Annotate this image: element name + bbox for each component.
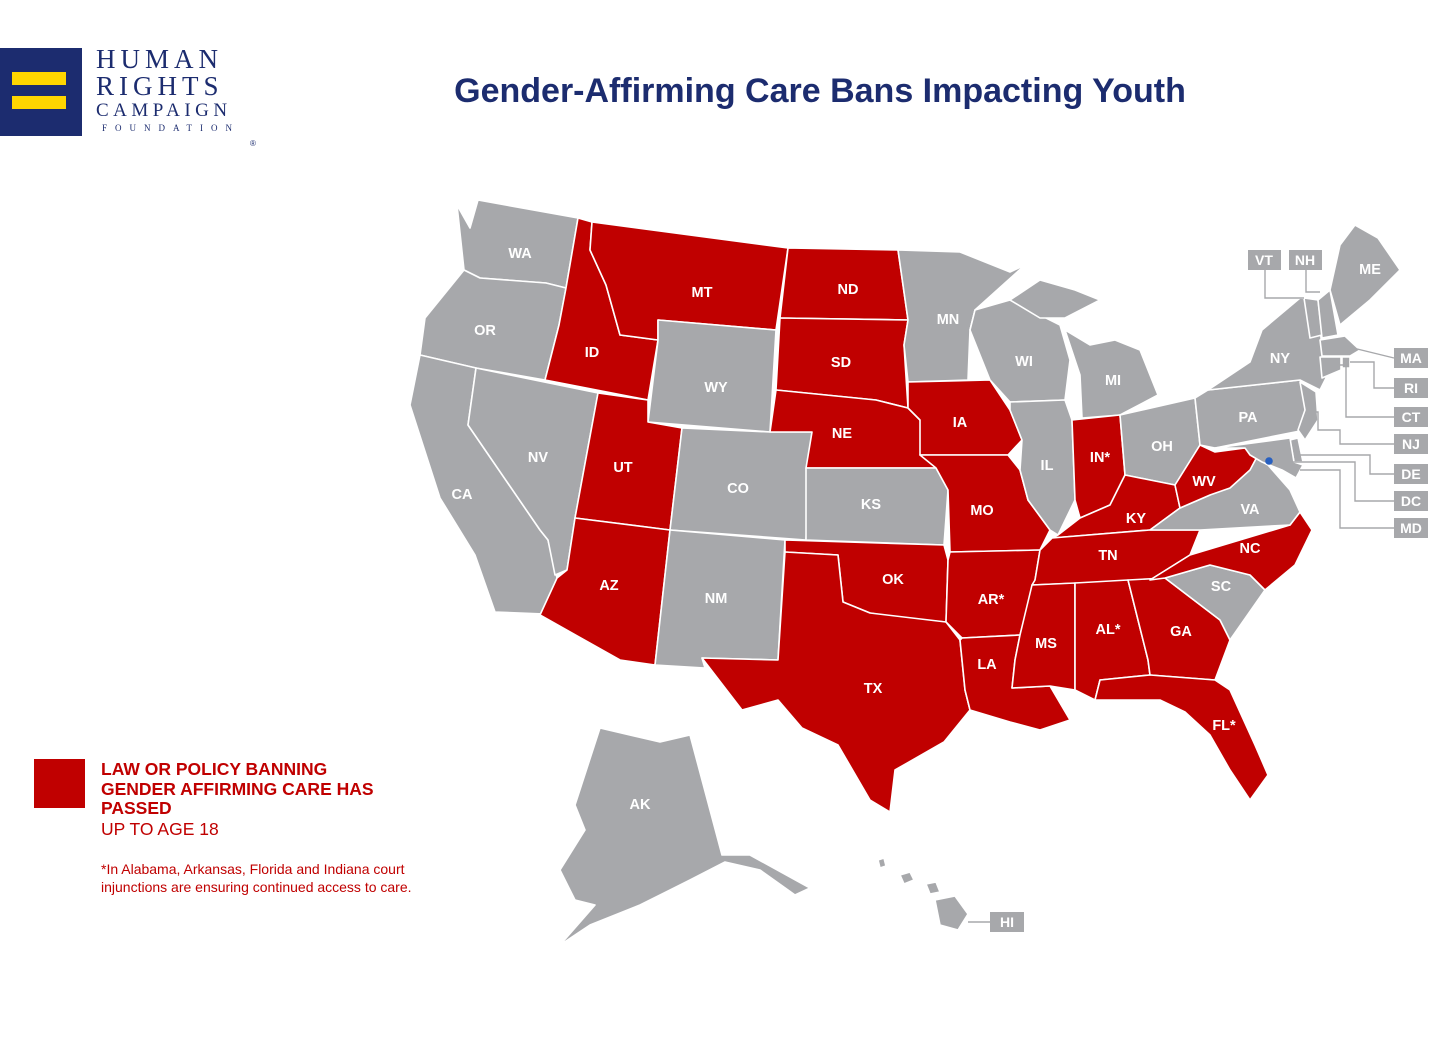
label-WV: WV	[1192, 474, 1216, 490]
label-SC: SC	[1211, 579, 1232, 595]
callout-box-NJ[interactable]	[1394, 434, 1428, 454]
page-title: Gender-Affirming Care Bans Impacting You…	[454, 72, 1186, 110]
footnote: *In Alabama, Arkansas, Florida and India…	[101, 861, 412, 895]
callout-label-DC: DC	[1401, 493, 1421, 509]
label-MI: MI	[1105, 373, 1121, 389]
label-NM: NM	[705, 591, 728, 607]
callout-box-CT[interactable]	[1394, 407, 1428, 427]
callout-box-MA[interactable]	[1394, 348, 1428, 368]
callout-label-NJ: NJ	[1402, 436, 1420, 452]
state-HI[interactable]	[877, 857, 969, 931]
state-MO[interactable]	[919, 454, 1051, 553]
state-NH[interactable]	[1317, 289, 1339, 339]
label-ID: ID	[585, 345, 600, 361]
callout-label-MA: MA	[1400, 350, 1422, 366]
callout-label-DE: DE	[1401, 466, 1420, 482]
label-IL: IL	[1041, 458, 1054, 474]
label-OK: OK	[882, 572, 904, 588]
label-FL: FL*	[1212, 718, 1236, 734]
logo-line-human: HUMAN	[96, 44, 224, 74]
northeast-callouts: VT NH MA RI CT NJ DE DC MD HI	[968, 250, 1428, 932]
label-WA: WA	[508, 246, 532, 262]
label-NE: NE	[832, 426, 852, 442]
logo-line-campaign: CAMPAIGN	[96, 100, 232, 121]
dc-marker	[1265, 457, 1273, 465]
label-KS: KS	[861, 497, 881, 513]
label-MO: MO	[970, 503, 993, 519]
callout-box-DC[interactable]	[1394, 491, 1428, 511]
label-TX: TX	[864, 681, 883, 697]
label-AR: AR*	[978, 592, 1005, 608]
label-TN: TN	[1098, 548, 1117, 564]
legend-label: LAW OR POLICY BANNING GENDER AFFIRMING C…	[101, 759, 374, 818]
label-GA: GA	[1170, 624, 1192, 640]
legend-sublabel: UP TO AGE 18	[101, 818, 219, 839]
callout-label-NH: NH	[1295, 252, 1315, 268]
logo-line-rights: RIGHTS	[96, 71, 224, 101]
callout-label-CT: CT	[1402, 409, 1421, 425]
legend: LAW OR POLICY BANNING GENDER AFFIRMING C…	[101, 759, 391, 840]
callout-box-VT[interactable]	[1248, 250, 1281, 270]
label-PA: PA	[1238, 410, 1258, 426]
label-IA: IA	[953, 415, 968, 431]
state-FL[interactable]	[1094, 674, 1269, 801]
equal-sign-bottom-bar	[12, 96, 66, 109]
label-MN: MN	[937, 312, 960, 328]
callout-box-HI[interactable]	[990, 912, 1024, 932]
callout-label-MD: MD	[1400, 520, 1422, 536]
state-MD[interactable]	[1214, 437, 1304, 479]
state-NJ[interactable]	[1297, 381, 1319, 441]
callout-label-HI: HI	[1000, 914, 1014, 930]
label-UT: UT	[613, 460, 632, 476]
label-NC: NC	[1240, 541, 1261, 557]
label-SD: SD	[831, 355, 851, 371]
state-NC[interactable]	[1149, 511, 1313, 591]
state-IL[interactable]	[1009, 399, 1076, 536]
label-CA: CA	[452, 487, 473, 503]
state-AK[interactable]	[559, 727, 811, 946]
callout-box-MD[interactable]	[1394, 518, 1428, 538]
legend-swatch	[34, 759, 85, 808]
callout-label-VT: VT	[1255, 252, 1273, 268]
label-MT: MT	[692, 285, 713, 301]
equal-sign-top-bar	[12, 72, 66, 85]
label-IN: IN*	[1090, 450, 1111, 466]
label-CO: CO	[727, 481, 749, 497]
label-OH: OH	[1151, 439, 1173, 455]
state-CT[interactable]	[1319, 356, 1342, 379]
label-MS: MS	[1035, 636, 1057, 652]
label-AL: AL*	[1096, 622, 1121, 638]
registered-mark: ®	[250, 139, 256, 148]
label-AZ: AZ	[599, 578, 618, 594]
label-NV: NV	[528, 450, 548, 466]
state-WY[interactable]	[647, 319, 777, 433]
callout-box-DE[interactable]	[1394, 464, 1428, 484]
label-WI: WI	[1015, 354, 1033, 370]
label-WY: WY	[704, 380, 728, 396]
label-ME: ME	[1359, 262, 1381, 278]
label-ND: ND	[838, 282, 859, 298]
label-LA: LA	[977, 657, 997, 673]
state-MA[interactable]	[1319, 335, 1361, 357]
state-ME[interactable]	[1329, 224, 1401, 326]
callout-box-RI[interactable]	[1394, 378, 1428, 398]
logo-wordmark: HUMAN RIGHTS CAMPAIGN FOUNDATION	[96, 46, 240, 134]
state-TX[interactable]	[701, 551, 971, 813]
state-labels: WA OR CA NV ID MT WY UT AZ CO NM ND SD N…	[452, 246, 1382, 813]
equal-sign-icon	[0, 48, 82, 136]
label-KY: KY	[1126, 511, 1146, 527]
label-AK: AK	[630, 797, 651, 813]
state-WV[interactable]	[1174, 444, 1259, 509]
callout-label-RI: RI	[1404, 380, 1418, 396]
callout-box-NH[interactable]	[1289, 250, 1322, 270]
state-MI-upper-peninsula[interactable]	[1009, 279, 1101, 319]
label-OR: OR	[474, 323, 496, 339]
state-KS[interactable]	[805, 467, 949, 546]
label-VA: VA	[1240, 502, 1260, 518]
logo-line-foundation: FOUNDATION	[102, 123, 240, 133]
state-MI[interactable]	[1064, 329, 1159, 419]
label-NY: NY	[1270, 351, 1290, 367]
